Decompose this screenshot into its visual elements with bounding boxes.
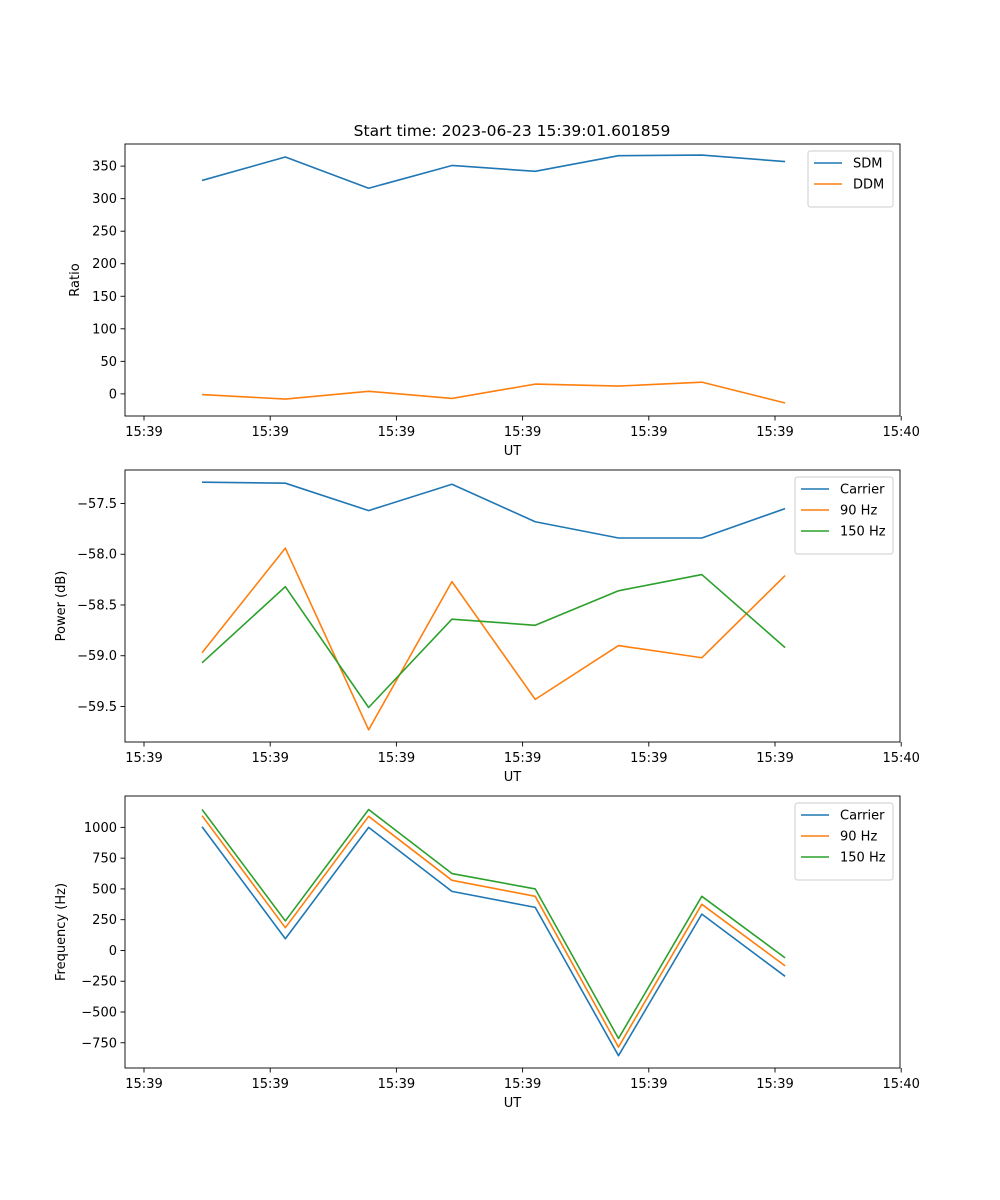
y-axis-label: Power (dB) [54, 571, 69, 642]
axes-frame [124, 469, 901, 743]
legend-label: DDM [853, 178, 884, 193]
legend: Carrier 90 Hz 150 Hz [794, 802, 894, 881]
y-tick-label: −59.5 [77, 700, 117, 715]
figure-title: Start time: 2023-06-23 15:39:01.601859 [354, 122, 671, 140]
y-tick-label: 300 [92, 192, 117, 207]
legend-label: SDM [853, 157, 882, 172]
x-axis-label: UT [504, 770, 522, 785]
axes-frame [124, 795, 901, 1069]
series-line-90-hz [201, 547, 786, 731]
axes-frame [124, 143, 901, 417]
legend-label: Carrier [840, 483, 885, 498]
x-tick-label: 15:39 [630, 1077, 667, 1092]
y-axis-label: Frequency (Hz) [54, 883, 69, 981]
legend-box [794, 476, 894, 555]
x-tick-label: 15:39 [504, 1077, 541, 1092]
x-axis-label: UT [504, 444, 522, 459]
series-line-150-hz [201, 573, 786, 709]
y-tick-label: 150 [92, 290, 117, 305]
legend-box [807, 150, 894, 208]
y-tick-label: −250 [81, 975, 117, 990]
series-line-90-hz [201, 815, 786, 1048]
legend-label: 90 Hz [840, 504, 877, 519]
legend: SDM DDM [807, 150, 894, 208]
x-tick-label: 15:39 [504, 751, 541, 766]
series-line-sdm [201, 154, 786, 190]
x-tick-label: 15:39 [378, 1077, 415, 1092]
x-tick-label: 15:39 [251, 751, 288, 766]
y-tick-label: −750 [81, 1036, 117, 1051]
series-line-150-hz [201, 808, 786, 1040]
y-tick-label: 500 [92, 882, 117, 897]
legend-label: Carrier [840, 809, 885, 824]
series-line-ddm [202, 381, 786, 404]
power-panel: 15:39 15:39 15:39 15:39 15:39 15:39 15:40 −59.5… [54, 469, 920, 785]
y-tick-label: 200 [92, 257, 117, 272]
series-line-carrier [201, 826, 786, 1057]
frequency-panel: 15:39 15:39 15:39 15:39 15:39 15:39 15:40 −750 −… [54, 795, 920, 1111]
x-tick-label: 15:39 [251, 1077, 288, 1092]
ratio-panel: 15:39 15:39 15:39 15:39 15:39 15:39 15:40 0 50 10… [68, 143, 920, 459]
legend-label: 150 Hz [840, 525, 886, 540]
y-tick-label: 350 [92, 160, 117, 175]
x-tick-label: 15:40 [882, 1077, 919, 1092]
legend: Carrier 90 Hz 150 Hz [794, 476, 894, 555]
y-tick-label: −57.5 [77, 497, 117, 512]
y-tick-label: −59.0 [77, 649, 117, 664]
y-tick-label: 100 [92, 322, 117, 337]
x-tick-label: 15:39 [125, 1077, 162, 1092]
y-tick-label: −58.5 [77, 598, 117, 613]
y-tick-label: −500 [81, 1006, 117, 1021]
y-tick-label: 250 [92, 913, 117, 928]
x-tick-label: 15:39 [756, 425, 793, 440]
legend-box [794, 802, 894, 881]
y-tick-label: 250 [92, 225, 117, 240]
x-tick-label: 15:39 [756, 751, 793, 766]
x-tick-label: 15:39 [251, 425, 288, 440]
x-tick-label: 15:39 [504, 425, 541, 440]
x-tick-label: 15:39 [125, 425, 162, 440]
legend-label: 150 Hz [840, 851, 886, 866]
y-tick-label: 750 [92, 852, 117, 867]
x-tick-label: 15:39 [125, 751, 162, 766]
x-axis-label: UT [504, 1096, 522, 1111]
y-tick-label: 0 [109, 944, 117, 959]
y-tick-label: −58.0 [77, 548, 117, 563]
y-axis-label: Ratio [68, 263, 83, 296]
legend-label: 90 Hz [840, 830, 877, 845]
series-line-carrier [202, 481, 786, 539]
x-tick-label: 15:39 [756, 1077, 793, 1092]
x-tick-label: 15:40 [882, 751, 919, 766]
y-tick-label: 50 [100, 355, 117, 370]
y-tick-label: 1000 [84, 821, 117, 836]
x-tick-label: 15:40 [882, 425, 919, 440]
x-tick-label: 15:39 [378, 425, 415, 440]
y-tick-label: 0 [109, 387, 117, 402]
x-tick-label: 15:39 [378, 751, 415, 766]
x-tick-label: 15:39 [630, 751, 667, 766]
x-tick-label: 15:39 [630, 425, 667, 440]
